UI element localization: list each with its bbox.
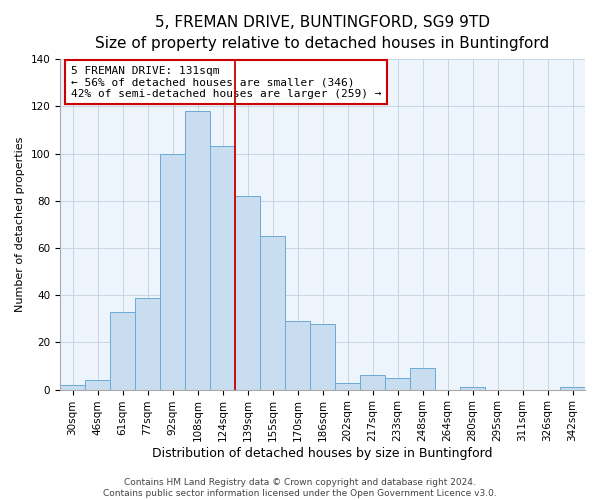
Y-axis label: Number of detached properties: Number of detached properties xyxy=(15,136,25,312)
Bar xyxy=(110,312,135,390)
Bar xyxy=(185,111,210,390)
Bar xyxy=(260,236,285,390)
X-axis label: Distribution of detached houses by size in Buntingford: Distribution of detached houses by size … xyxy=(152,447,493,460)
Bar xyxy=(460,387,485,390)
Bar xyxy=(335,382,360,390)
Title: 5, FREMAN DRIVE, BUNTINGFORD, SG9 9TD
Size of property relative to detached hous: 5, FREMAN DRIVE, BUNTINGFORD, SG9 9TD Si… xyxy=(95,15,550,51)
Bar xyxy=(285,321,310,390)
Text: Contains HM Land Registry data © Crown copyright and database right 2024.
Contai: Contains HM Land Registry data © Crown c… xyxy=(103,478,497,498)
Bar xyxy=(360,376,385,390)
Bar xyxy=(235,196,260,390)
Bar xyxy=(410,368,435,390)
Bar xyxy=(310,324,335,390)
Bar xyxy=(560,387,585,390)
Bar xyxy=(210,146,235,390)
Bar xyxy=(160,154,185,390)
Text: 5 FREMAN DRIVE: 131sqm
← 56% of detached houses are smaller (346)
42% of semi-de: 5 FREMAN DRIVE: 131sqm ← 56% of detached… xyxy=(71,66,381,99)
Bar xyxy=(385,378,410,390)
Bar xyxy=(85,380,110,390)
Bar xyxy=(60,385,85,390)
Bar xyxy=(135,298,160,390)
